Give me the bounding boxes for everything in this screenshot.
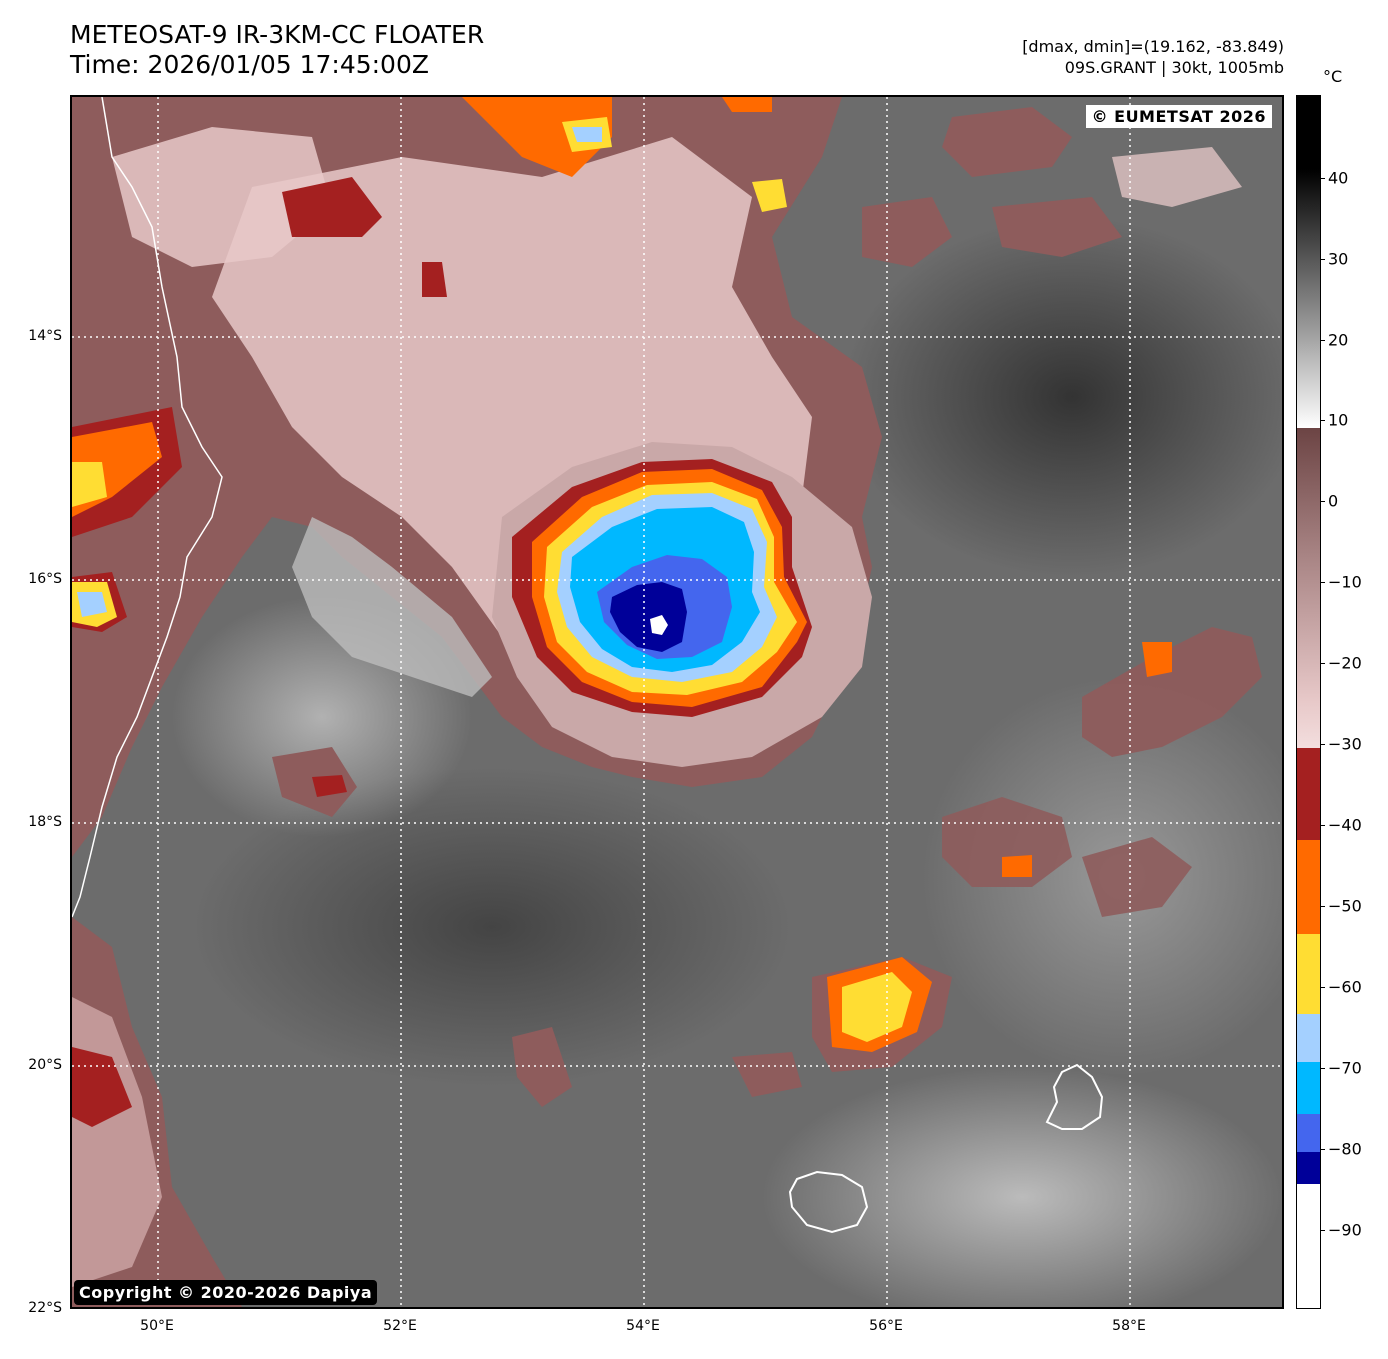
map-imagery xyxy=(72,97,1282,1307)
cbar-tick-minus10: −10 xyxy=(1328,572,1362,592)
cell-lightblue-w2 xyxy=(77,592,107,617)
lon-label-52e: 52°E xyxy=(383,1318,417,1334)
cbar-white-band xyxy=(1297,1184,1320,1308)
cbar-tickmark xyxy=(1320,582,1325,583)
cbar-tickmark xyxy=(1320,744,1325,745)
cloud-cell-ne1 xyxy=(942,107,1072,177)
cbar-tick-20: 20 xyxy=(1328,330,1349,350)
cbar-tick-30: 30 xyxy=(1328,249,1349,269)
dark-clear-area xyxy=(842,217,1282,577)
lon-label-56e: 56°E xyxy=(869,1318,903,1334)
cbar-tickmark xyxy=(1320,906,1325,907)
cbar-tick-40: 40 xyxy=(1328,168,1349,188)
cell-yellow-ne xyxy=(752,179,787,212)
cbar-tickmark xyxy=(1320,340,1325,341)
cbar-tickmark xyxy=(1320,1230,1325,1231)
cbar-darkred-band xyxy=(1297,748,1320,840)
cloud-cell-ne2 xyxy=(862,197,952,267)
cell-red-n1 xyxy=(282,177,382,237)
lat-label-22s: 22°S xyxy=(28,1300,62,1316)
cbar-tick-minus70: −70 xyxy=(1328,1058,1362,1078)
cloud-cell-sw xyxy=(512,1027,572,1107)
storm-navy-core xyxy=(610,582,687,652)
cloud-cell-ne4 xyxy=(1112,147,1242,207)
cell-orange-e2 xyxy=(1002,855,1032,877)
title-product: METEOSAT-9 IR-3KM-CC FLOATER xyxy=(70,20,485,49)
cbar-gray-band xyxy=(1297,96,1320,428)
lon-label-58e: 58°E xyxy=(1112,1318,1146,1334)
dark-clear-area-2 xyxy=(192,767,792,1087)
cell-orange-ne xyxy=(722,97,772,112)
cbar-tickmark xyxy=(1320,501,1325,502)
cbar-mauve-band xyxy=(1297,428,1320,748)
lon-label-50e: 50°E xyxy=(140,1318,174,1334)
reunion-coastline xyxy=(788,1170,869,1234)
cell-orange-n xyxy=(462,97,612,177)
storm-info: [dmax, dmin]=(19.162, -83.849) 09S.GRANT… xyxy=(1022,36,1284,78)
cloud-cell-s1 xyxy=(732,1052,802,1097)
cell-lightblue-n xyxy=(572,127,602,142)
cell-red-n2 xyxy=(422,262,447,297)
cbar-tick-minus40: −40 xyxy=(1328,815,1362,835)
cbar-navy-band xyxy=(1297,1152,1320,1184)
mauritius-coastline xyxy=(1045,1063,1104,1130)
eumetsat-credit: © EUMETSAT 2026 xyxy=(1085,105,1272,128)
cbar-tick-minus30: −30 xyxy=(1328,734,1362,754)
satellite-map[interactable]: © EUMETSAT 2026 Copyright © 2020-2026 Da… xyxy=(70,95,1284,1309)
cell-red-c xyxy=(312,775,347,797)
lat-label-16s: 16°S xyxy=(28,571,62,587)
cbar-tickmark xyxy=(1320,178,1325,179)
cirrus-pink-north xyxy=(112,127,332,267)
cbar-tick-minus80: −80 xyxy=(1328,1139,1362,1159)
lat-label-20s: 20°S xyxy=(28,1057,62,1073)
cloud-band-east xyxy=(1082,627,1262,757)
cbar-tickmark xyxy=(1320,420,1325,421)
cloud-cell-ne3 xyxy=(992,197,1122,257)
cbar-tickmark xyxy=(1320,1068,1325,1069)
cloud-band-east-2 xyxy=(942,797,1072,887)
cbar-royalblue-band xyxy=(1297,1114,1320,1152)
cloud-band-east-3 xyxy=(1082,837,1192,917)
cbar-tickmark xyxy=(1320,825,1325,826)
dapiya-copyright: Copyright © 2020-2026 Dapiya xyxy=(74,1280,378,1305)
cbar-yellow-band xyxy=(1297,934,1320,1014)
lat-label-18s: 18°S xyxy=(28,814,62,830)
cell-yellow-se xyxy=(842,972,912,1042)
lat-label-14s: 14°S xyxy=(28,328,62,344)
cbar-tickmark xyxy=(1320,259,1325,260)
map-gridlines xyxy=(72,97,1282,1307)
cbar-tick-0: 0 xyxy=(1328,491,1339,511)
temperature-colorbar xyxy=(1296,95,1321,1309)
cbar-cyan-band xyxy=(1297,1062,1320,1114)
cbar-tickmark xyxy=(1320,987,1325,988)
cbar-tick-minus20: −20 xyxy=(1328,653,1362,673)
title-time: Time: 2026/01/05 17:45:00Z xyxy=(70,50,429,79)
madagascar-coastline xyxy=(72,97,223,918)
cbar-tick-minus60: −60 xyxy=(1328,977,1362,997)
cell-yellow-w1 xyxy=(72,462,107,507)
cbar-lightblue-band xyxy=(1297,1014,1320,1062)
bright-low-cloud xyxy=(762,1067,1282,1307)
storm-summary-text: 09S.GRANT | 30kt, 1005mb xyxy=(1064,58,1284,77)
storm-white-tops xyxy=(650,615,668,635)
cirrus-gray-patch xyxy=(292,517,492,697)
cbar-orange-band xyxy=(1297,840,1320,934)
cbar-tickmark xyxy=(1320,1149,1325,1150)
colorbar-unit: °C xyxy=(1323,67,1343,86)
cbar-tickmark xyxy=(1320,663,1325,664)
data-range-text: [dmax, dmin]=(19.162, -83.849) xyxy=(1022,37,1284,56)
lon-label-54e: 54°E xyxy=(626,1318,660,1334)
cbar-tick-minus50: −50 xyxy=(1328,896,1362,916)
cbar-tick-10: 10 xyxy=(1328,410,1349,430)
cell-red-w3 xyxy=(72,1047,132,1127)
chart-title: METEOSAT-9 IR-3KM-CC FLOATER Time: 2026/… xyxy=(70,20,484,80)
cell-orange-e1 xyxy=(1142,642,1172,677)
cbar-tick-minus90: −90 xyxy=(1328,1220,1362,1240)
